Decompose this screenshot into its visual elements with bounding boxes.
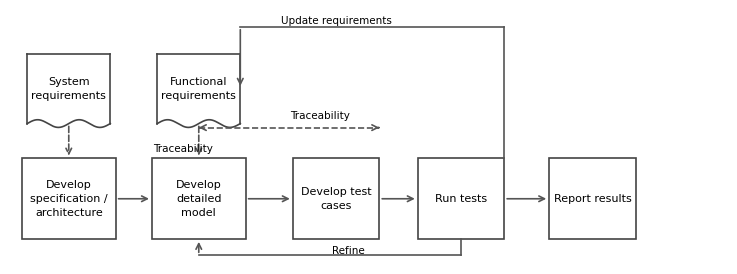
Bar <box>418 158 504 239</box>
Text: Develop test
cases: Develop test cases <box>301 187 371 211</box>
Text: Update requirements: Update requirements <box>281 16 391 25</box>
Text: Functional
requirements: Functional requirements <box>161 77 236 101</box>
Bar <box>152 158 245 239</box>
Text: System
requirements: System requirements <box>32 77 106 101</box>
Bar <box>157 54 240 124</box>
Text: Refine: Refine <box>332 246 365 256</box>
Bar <box>27 54 111 124</box>
Text: Report results: Report results <box>553 194 632 204</box>
Text: Traceability: Traceability <box>290 111 350 121</box>
Text: Traceability: Traceability <box>153 144 213 154</box>
Bar <box>293 158 380 239</box>
Text: Run tests: Run tests <box>435 194 487 204</box>
Text: Develop
specification /
architecture: Develop specification / architecture <box>30 180 108 218</box>
Bar <box>549 158 636 239</box>
Bar <box>22 158 116 239</box>
Text: Develop
detailed
model: Develop detailed model <box>176 180 222 218</box>
